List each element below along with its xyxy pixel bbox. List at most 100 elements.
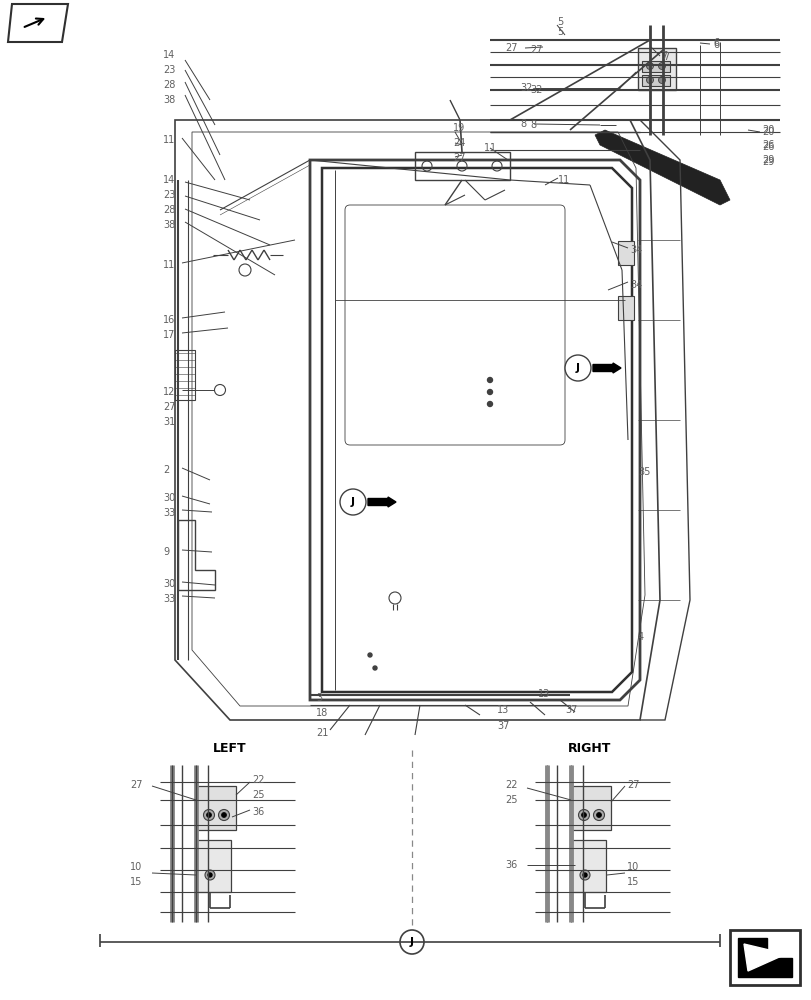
Text: J: J: [410, 937, 414, 947]
Circle shape: [221, 812, 226, 817]
Circle shape: [218, 809, 230, 820]
Text: 12: 12: [163, 387, 175, 397]
Text: 16: 16: [163, 315, 175, 325]
Text: 26: 26: [761, 142, 774, 152]
Text: 27: 27: [163, 402, 175, 412]
Bar: [617, 296, 633, 320]
Text: 28: 28: [163, 80, 175, 90]
Text: 15: 15: [130, 877, 142, 887]
FancyArrow shape: [592, 363, 620, 373]
Text: 1: 1: [483, 143, 489, 153]
Text: 32: 32: [530, 85, 542, 95]
Text: RIGHT: RIGHT: [568, 741, 611, 754]
Circle shape: [593, 809, 603, 820]
Text: 27: 27: [130, 780, 142, 790]
Circle shape: [206, 812, 211, 817]
Text: 36: 36: [251, 807, 264, 817]
Bar: [642, 75, 669, 86]
Bar: [414, 152, 509, 180]
Text: 34: 34: [629, 280, 642, 290]
Text: 20: 20: [761, 127, 774, 137]
Text: 11: 11: [557, 175, 569, 185]
Circle shape: [204, 809, 214, 820]
Text: 30: 30: [163, 493, 175, 503]
Text: 23: 23: [163, 190, 175, 200]
Text: 10: 10: [626, 862, 638, 872]
Text: 15: 15: [626, 877, 638, 887]
Polygon shape: [743, 944, 785, 971]
Text: J: J: [575, 363, 579, 373]
Bar: [642, 61, 669, 72]
Text: 22: 22: [504, 780, 517, 790]
Text: J: J: [350, 497, 354, 507]
Text: 4: 4: [637, 632, 643, 642]
Text: 5: 5: [556, 17, 563, 27]
Text: 18: 18: [315, 708, 328, 718]
Text: 29: 29: [761, 157, 774, 167]
FancyArrow shape: [367, 497, 396, 507]
Bar: [175, 350, 195, 400]
Bar: [195, 840, 230, 892]
Bar: [729, 930, 799, 985]
Text: 35: 35: [637, 467, 650, 477]
Bar: [195, 786, 236, 830]
Polygon shape: [737, 938, 791, 977]
Circle shape: [646, 63, 653, 70]
Circle shape: [577, 809, 589, 820]
Circle shape: [487, 401, 492, 406]
Text: 38: 38: [163, 220, 175, 230]
Text: 20: 20: [761, 125, 774, 135]
Text: 11: 11: [163, 135, 175, 145]
Circle shape: [658, 77, 665, 84]
Bar: [570, 840, 605, 892]
Text: 5: 5: [556, 27, 563, 37]
Circle shape: [579, 870, 590, 880]
Text: 11: 11: [163, 260, 175, 270]
Text: 25: 25: [504, 795, 517, 805]
Text: 36: 36: [504, 860, 517, 870]
Text: 2: 2: [163, 465, 169, 475]
Text: 22: 22: [251, 775, 264, 785]
Text: 17: 17: [163, 330, 175, 340]
Text: LEFT: LEFT: [213, 741, 247, 754]
Text: 33: 33: [163, 508, 175, 518]
Text: 31: 31: [163, 417, 175, 427]
Text: 14: 14: [163, 175, 175, 185]
Text: 13: 13: [538, 689, 550, 699]
Text: 10: 10: [130, 862, 142, 872]
Text: 32: 32: [519, 83, 532, 93]
Text: 28: 28: [163, 205, 175, 215]
Polygon shape: [594, 130, 729, 205]
Text: 25: 25: [251, 790, 264, 800]
Text: 3: 3: [315, 693, 322, 703]
Text: 13: 13: [496, 705, 508, 715]
Text: 27: 27: [626, 780, 639, 790]
Text: 27: 27: [504, 43, 517, 53]
Bar: [617, 241, 633, 265]
Text: 7: 7: [660, 51, 667, 61]
Text: 24: 24: [453, 138, 465, 148]
Text: 29: 29: [761, 155, 774, 165]
Circle shape: [564, 355, 590, 381]
Text: 38: 38: [163, 95, 175, 105]
Circle shape: [582, 873, 586, 877]
Circle shape: [646, 77, 653, 84]
Circle shape: [400, 930, 423, 954]
Text: 33: 33: [163, 594, 175, 604]
Circle shape: [208, 873, 212, 877]
Circle shape: [581, 812, 586, 817]
Text: 6: 6: [712, 40, 719, 50]
Text: 21: 21: [315, 728, 328, 738]
Text: 30: 30: [163, 579, 175, 589]
Text: 1: 1: [489, 143, 496, 153]
Text: 27: 27: [453, 153, 465, 163]
Text: 14: 14: [163, 50, 175, 60]
Text: 8: 8: [530, 120, 535, 130]
Text: 8: 8: [519, 119, 526, 129]
Circle shape: [372, 666, 376, 670]
Circle shape: [340, 489, 366, 515]
Text: 34: 34: [629, 245, 642, 255]
Circle shape: [487, 389, 492, 394]
Text: 37: 37: [496, 721, 508, 731]
Bar: [570, 786, 610, 830]
